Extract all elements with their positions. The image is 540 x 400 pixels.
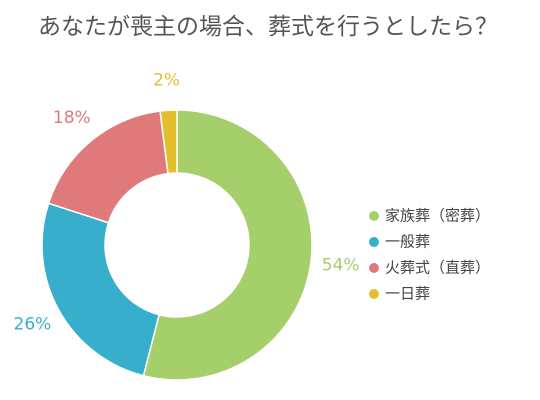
value-label-cremation-only: 18% (53, 108, 91, 128)
slice-general-funeral (41, 202, 161, 377)
slice-one-day-funeral (159, 109, 178, 175)
slice-family-funeral (142, 109, 313, 381)
legend-label-one-day-funeral: 一日葬 (385, 285, 430, 303)
legend-marker-cremation-only (369, 263, 379, 273)
legend-marker-general-funeral (369, 237, 379, 247)
chart-title: あなたが喪主の場合、葬式を行うとしたら？ (38, 14, 498, 40)
legend-label-cremation-only: 火葬式（直葬） (385, 259, 490, 277)
value-label-general-funeral: 26% (14, 315, 52, 335)
value-label-family-funeral: 54% (322, 256, 360, 276)
legend-marker-one-day-funeral (369, 289, 379, 299)
legend-label-family-funeral: 家族葬（密葬） (385, 207, 490, 225)
value-label-one-day-funeral: 2% (153, 70, 180, 90)
donut-slices (41, 109, 313, 381)
legend-label-general-funeral: 一般葬 (385, 233, 430, 251)
legend-marker-family-funeral (369, 211, 379, 221)
slice-value-labels: 54% 26% 18% 2% (14, 70, 360, 334)
